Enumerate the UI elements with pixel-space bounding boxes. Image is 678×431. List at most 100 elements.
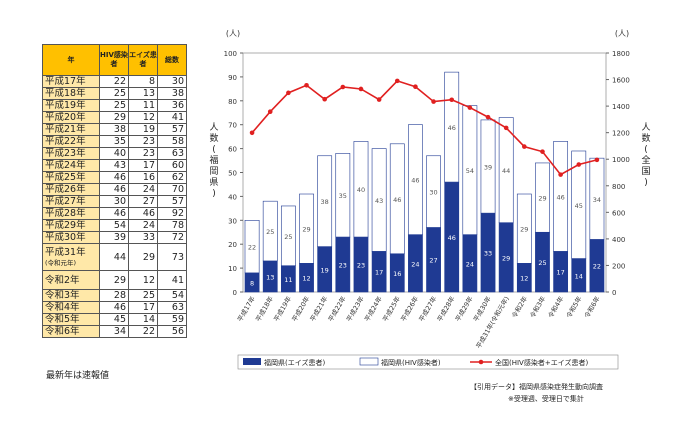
year-cell: 平成17年 xyxy=(42,75,100,88)
year-cell: 令和2年 xyxy=(42,270,100,290)
aids-cell: 25 xyxy=(128,289,158,302)
hiv-cell: 45 xyxy=(99,313,129,326)
hiv-cell: 46 xyxy=(99,207,129,220)
hiv-bar xyxy=(299,193,314,264)
hiv-bar xyxy=(262,200,278,262)
hiv-cell: 39 xyxy=(99,231,129,244)
hiv-data-label: 29 xyxy=(538,195,546,203)
hiv-data-label: 22 xyxy=(248,244,256,252)
aids-data-label: 46 xyxy=(448,234,456,242)
right-axis-unit: (人) xyxy=(615,29,629,38)
hiv-cell: 46 xyxy=(99,183,129,196)
aids-data-label: 11 xyxy=(284,276,292,284)
national-point xyxy=(286,90,291,96)
hiv-bar xyxy=(535,162,550,233)
total-cell: 56 xyxy=(157,325,187,338)
year-cell: 平成21年 xyxy=(42,123,100,136)
legend-label-aids: 福岡県(エイズ患者) xyxy=(264,358,326,367)
left-tick-label: 60 xyxy=(228,146,237,154)
hiv-bar xyxy=(371,148,387,252)
aids-cell: 8 xyxy=(128,75,158,88)
hiv-bar xyxy=(426,155,441,228)
aids-data-label: 22 xyxy=(593,263,601,271)
x-tick-label: 令和2年 xyxy=(509,294,529,319)
hiv-bar xyxy=(408,124,423,235)
total-cell: 30 xyxy=(157,75,187,88)
left-axis-title: 人数(福岡県) xyxy=(209,122,218,199)
aids-data-label: 13 xyxy=(266,273,274,281)
table-row: 平成31年 (令和元年) 44 29 73 xyxy=(42,243,187,271)
year-cell: 平成30年 xyxy=(42,231,100,244)
total-cell: 70 xyxy=(157,183,187,196)
aids-cell: 46 xyxy=(128,207,158,220)
table-header-cell: 年 xyxy=(42,44,100,76)
hiv-bar xyxy=(571,150,587,259)
total-cell: 63 xyxy=(157,301,187,314)
aids-data-label: 17 xyxy=(375,269,383,277)
right-tick-label: 400 xyxy=(612,236,625,244)
hiv-bar xyxy=(335,153,351,238)
aids-cell: 22 xyxy=(128,325,158,338)
national-point xyxy=(558,172,563,177)
left-tick-label: 90 xyxy=(228,74,237,82)
table-header-cell: 総数 xyxy=(157,44,187,76)
year-cell: 平成25年 xyxy=(42,171,100,184)
aids-data-label: 23 xyxy=(357,262,365,270)
table-row: 平成19年 25 11 36 xyxy=(42,99,187,112)
aids-cell: 17 xyxy=(128,159,158,172)
hiv-cell: 46 xyxy=(99,301,129,314)
table-row: 令和2年 29 12 41 xyxy=(42,270,187,290)
aids-data-label: 16 xyxy=(393,270,401,278)
hiv-cell: 54 xyxy=(99,219,129,232)
national-point xyxy=(394,78,400,84)
table-row: 平成26年 46 24 70 xyxy=(42,183,187,196)
table-row: 平成30年 39 33 72 xyxy=(42,231,187,244)
left-tick-label: 20 xyxy=(228,241,237,249)
hiv-cell: 40 xyxy=(99,147,129,160)
left-tick-label: 10 xyxy=(228,265,237,273)
hiv-data-label: 43 xyxy=(375,197,383,205)
year-cell: 平成19年 xyxy=(42,99,100,112)
hiv-bar xyxy=(516,193,532,264)
national-point xyxy=(340,84,346,90)
left-tick-label: 100 xyxy=(224,50,237,58)
left-tick-label: 70 xyxy=(228,122,237,130)
data-table: 年 HIV感染者 エイズ患者 総数 平成17年 22 8 30 平成18年 25 13 38 平成19… xyxy=(42,44,187,338)
aids-data-label: 12 xyxy=(302,275,310,283)
hiv-data-label: 34 xyxy=(593,196,601,204)
year-cell: 令和3年 xyxy=(42,289,100,302)
hiv-bar xyxy=(480,119,496,214)
hiv-data-label: 46 xyxy=(556,193,564,201)
total-cell: 73 xyxy=(157,243,187,271)
national-point xyxy=(358,86,364,92)
table-header-cell: エイズ患者 xyxy=(128,44,158,76)
table-row: 平成25年 46 16 62 xyxy=(42,171,187,184)
table-row: 令和4年 46 17 63 xyxy=(42,301,187,314)
aids-data-label: 19 xyxy=(321,266,329,274)
left-tick-label: 80 xyxy=(228,98,237,106)
national-point xyxy=(503,125,509,131)
legend-swatch-aids xyxy=(243,358,261,365)
national-point xyxy=(376,97,382,102)
x-tick-label: 令和3年 xyxy=(528,294,548,319)
aids-cell: 16 xyxy=(128,171,158,184)
table-row: 平成27年 30 27 57 xyxy=(42,195,187,208)
source-note: ※受理週、受理日で集計 xyxy=(508,395,584,403)
hiv-data-label: 46 xyxy=(411,177,419,185)
left-tick-label: 30 xyxy=(228,217,237,225)
hiv-data-label: 46 xyxy=(448,124,456,132)
hiv-data-label: 29 xyxy=(520,226,528,234)
national-point xyxy=(322,96,327,102)
hiv-data-label: 25 xyxy=(266,228,274,236)
table-row: 令和6年 34 22 56 xyxy=(42,325,187,338)
year-cell: 令和4年 xyxy=(42,301,100,314)
legend-label-national: 全国(HIV感染者+エイズ患者) xyxy=(495,358,589,367)
aids-cell: 23 xyxy=(128,147,158,160)
table-row: 平成23年 40 23 63 xyxy=(42,147,187,160)
x-tick-label: 令和4年 xyxy=(546,294,566,319)
year-cell: 平成20年 xyxy=(42,111,100,124)
hiv-data-label: 40 xyxy=(357,186,365,194)
aids-cell: 12 xyxy=(128,111,158,124)
hiv-cell: 25 xyxy=(99,99,129,112)
legend-marker-national xyxy=(478,359,484,365)
